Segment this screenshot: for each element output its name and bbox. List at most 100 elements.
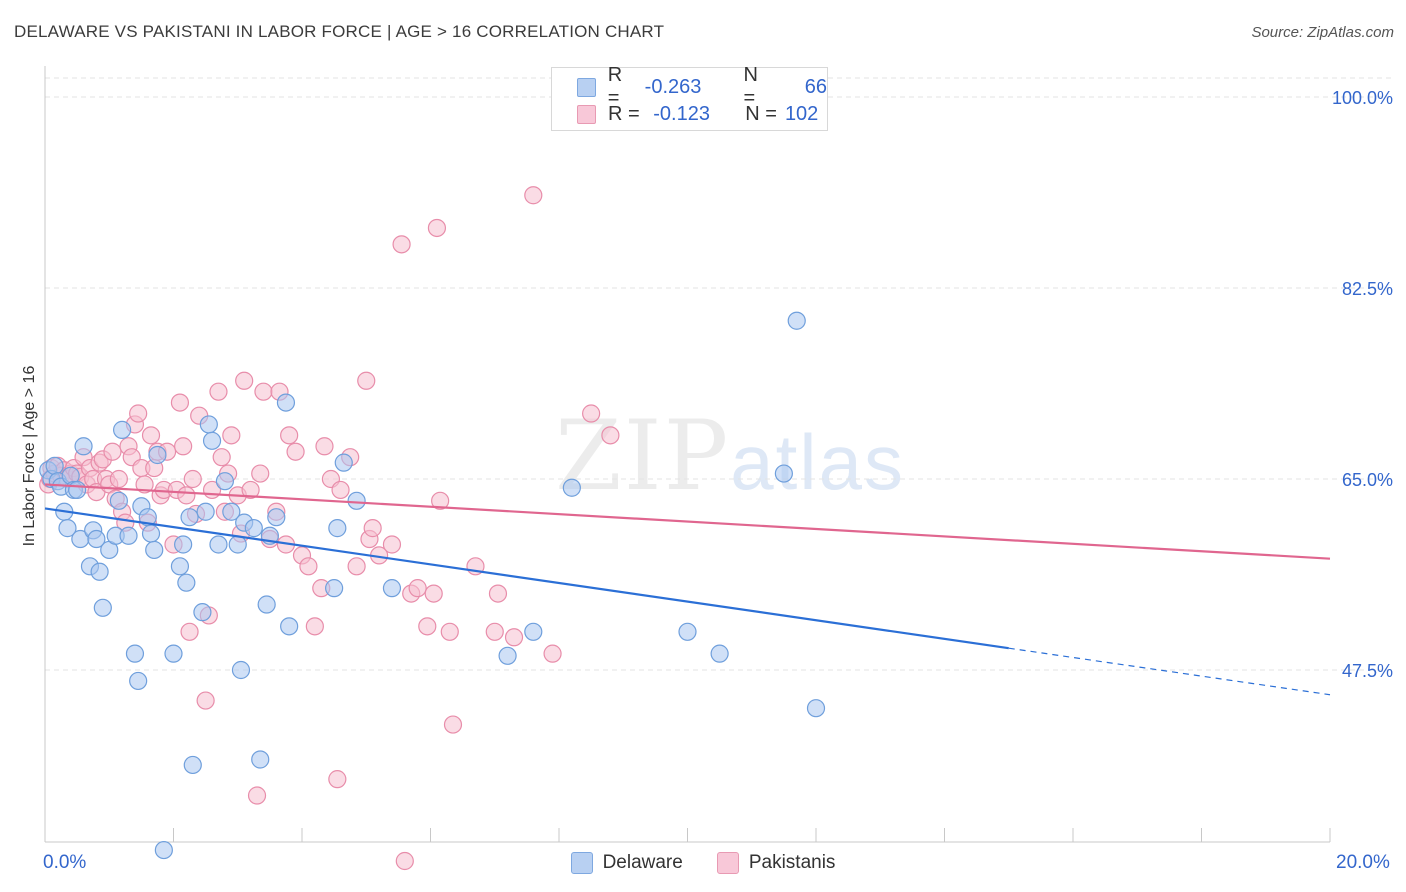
- pakistanis-legend-swatch: [716, 852, 739, 874]
- pakistani-point: [363, 519, 382, 538]
- n-label: N =: [745, 102, 777, 125]
- delaware-point: [174, 535, 193, 554]
- delaware-point: [68, 480, 87, 500]
- pakistani-point: [347, 557, 366, 576]
- series-legend: Delaware Pakistanis: [0, 852, 1406, 874]
- chart-title: DELAWARE VS PAKISTANI IN LABOR FORCE | A…: [14, 22, 665, 41]
- delaware-point: [251, 750, 270, 769]
- pakistani-point: [485, 622, 504, 641]
- delaware-point: [774, 464, 793, 483]
- pakistani-point: [431, 491, 450, 510]
- pakistani-n-value: 102: [784, 102, 819, 125]
- delaware-point: [334, 453, 353, 472]
- delaware-point: [280, 617, 299, 636]
- delaware-point: [498, 646, 517, 665]
- delaware-point: [119, 526, 138, 545]
- delaware-point: [276, 393, 296, 412]
- pakistani-point: [170, 393, 190, 412]
- pakistani-point: [180, 622, 199, 641]
- pakistani-point: [424, 584, 443, 603]
- delaware-point: [45, 456, 64, 476]
- delaware-point: [87, 529, 106, 549]
- delaware-point: [177, 573, 196, 592]
- pakistani-point: [443, 715, 463, 734]
- r-label: R =: [607, 64, 623, 109]
- pakistani-point: [331, 480, 350, 500]
- correlation-legend: R = -0.263 N = 66 R = -0.123 N = 102: [551, 64, 828, 131]
- x-tick-min: 0.0%: [43, 852, 87, 873]
- delaware-point: [562, 478, 581, 497]
- delaware-point: [183, 755, 202, 775]
- legend-item-pakistanis: Pakistanis: [716, 852, 836, 874]
- delaware-point: [170, 557, 190, 576]
- delaware-trend-extension: [1008, 647, 1331, 696]
- delaware-point: [125, 644, 145, 663]
- pakistani-point: [315, 437, 334, 456]
- delaware-point: [180, 508, 199, 527]
- delaware-point: [382, 579, 402, 598]
- delaware-r-value: -0.263: [644, 75, 702, 98]
- pakistani-point: [328, 770, 347, 789]
- delaware-point: [325, 579, 344, 598]
- r-label: R =: [608, 102, 640, 125]
- pakistani-swatch: [577, 104, 596, 124]
- delaware-point: [58, 519, 77, 538]
- legend-row-delaware: R = -0.263 N = 66: [552, 64, 827, 109]
- n-label: N =: [743, 64, 758, 109]
- pakistani-point: [209, 382, 228, 401]
- delaware-point: [267, 508, 286, 527]
- pakistani-point: [280, 426, 299, 445]
- pakistani-point: [357, 371, 376, 390]
- y-tick-label: 100.0%: [1332, 88, 1393, 108]
- delaware-point: [257, 595, 276, 614]
- source-label: Source: ZipAtlas.com: [1251, 24, 1394, 41]
- pakistani-point: [183, 469, 202, 489]
- pakistani-point: [305, 617, 324, 636]
- pakistani-point: [299, 557, 318, 576]
- delaware-point: [710, 644, 729, 663]
- pakistani-point: [395, 851, 414, 871]
- delaware-point: [129, 671, 148, 691]
- pakistani-point: [418, 617, 437, 636]
- pakistani-point: [222, 426, 241, 445]
- delaware-point: [806, 699, 826, 718]
- delaware-trend-line: [44, 507, 1009, 650]
- delaware-point: [787, 311, 806, 330]
- delaware-point: [148, 445, 167, 465]
- delaware-point: [231, 660, 251, 680]
- delaware-point: [109, 491, 128, 510]
- pakistani-point: [504, 628, 524, 647]
- y-tick-label: 47.5%: [1342, 661, 1393, 681]
- pakistani-point: [582, 404, 601, 423]
- delaware-point: [90, 562, 109, 581]
- pakistani-point: [601, 426, 620, 445]
- delaware-legend-label: Delaware: [602, 852, 683, 873]
- pakistani-point: [212, 448, 231, 467]
- pakistani-point: [408, 579, 427, 598]
- delaware-point: [199, 415, 218, 434]
- pakistani-point: [103, 442, 122, 461]
- pakistani-point: [524, 186, 543, 205]
- watermark: ZIPatlas: [555, 400, 905, 512]
- delaware-point: [347, 491, 366, 510]
- pakistanis-legend-label: Pakistanis: [748, 852, 836, 873]
- delaware-point: [222, 502, 241, 521]
- pakistani-point: [241, 480, 260, 500]
- delaware-swatch: [577, 77, 596, 97]
- delaware-point: [209, 535, 228, 554]
- pakistani-trend-line: [44, 483, 1331, 560]
- legend-item-delaware: Delaware: [570, 852, 683, 874]
- x-tick-max: 20.0%: [1336, 852, 1390, 873]
- pakistani-point: [247, 786, 267, 805]
- pakistani-point: [141, 426, 161, 445]
- delaware-point: [112, 420, 132, 439]
- pakistani-point: [135, 475, 154, 494]
- pakistani-point: [235, 371, 254, 390]
- delaware-point: [145, 540, 164, 560]
- pakistani-point: [196, 691, 215, 710]
- pakistani-point: [382, 535, 402, 554]
- delaware-point: [228, 535, 247, 554]
- y-tick-label: 82.5%: [1342, 279, 1393, 299]
- pakistani-point: [251, 464, 270, 483]
- delaware-point: [93, 598, 112, 617]
